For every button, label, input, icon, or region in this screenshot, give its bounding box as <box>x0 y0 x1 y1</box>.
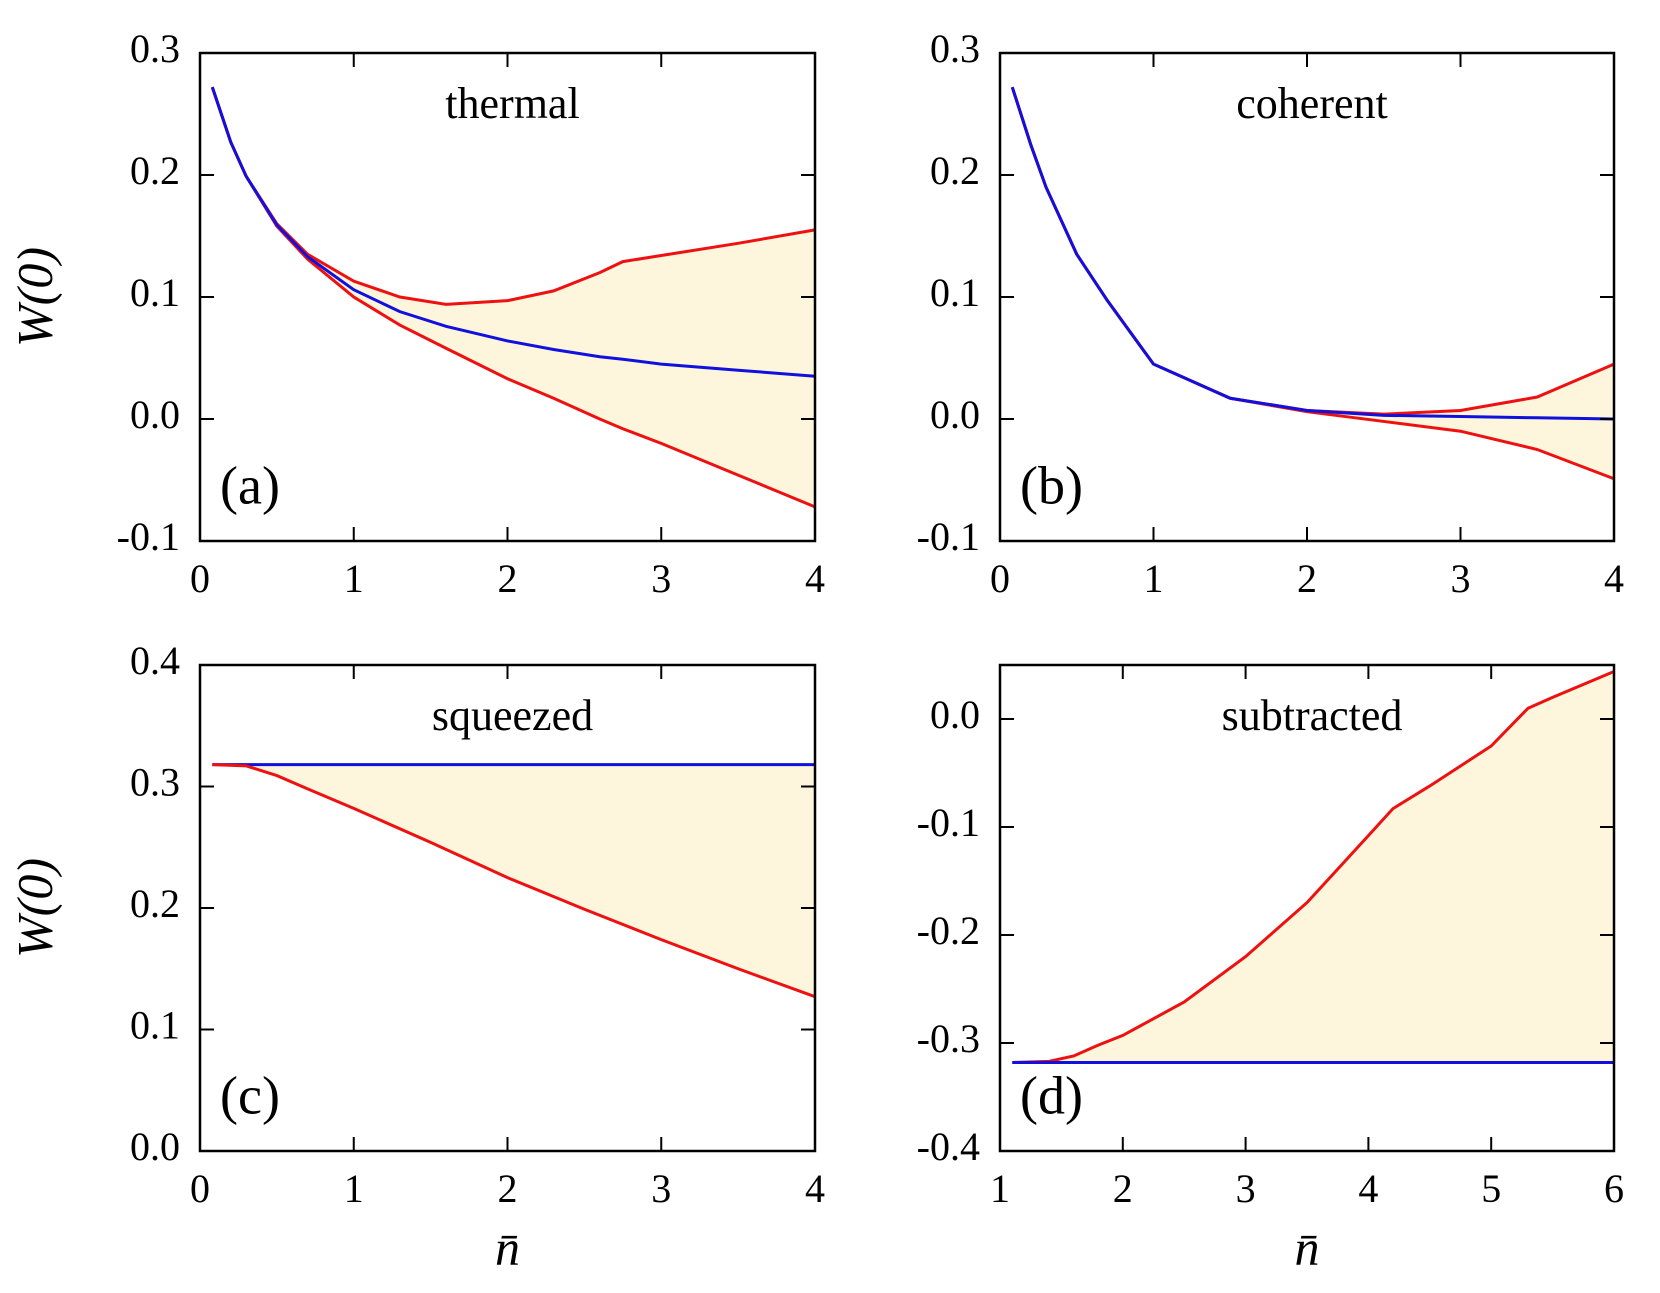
y-tick-label: 0.3 <box>130 26 180 71</box>
panel-label: (d) <box>1020 1065 1083 1125</box>
y-tick-label: 0.1 <box>130 1003 180 1048</box>
curve <box>1012 670 1615 1064</box>
x-tick-label: 3 <box>651 556 671 601</box>
y-tick-label: 0.0 <box>130 1124 180 1169</box>
shaded-band <box>1012 671 1614 1063</box>
panel-title: subtracted <box>1222 691 1403 740</box>
x-tick-label: 3 <box>1451 556 1471 601</box>
x-tick-label: 3 <box>1236 1166 1256 1211</box>
x-tick-label: 2 <box>1113 1166 1133 1211</box>
y-tick-label: 0.2 <box>930 148 980 193</box>
y-tick-label: 0.2 <box>130 881 180 926</box>
curve <box>212 763 816 999</box>
x-tick-label: 1 <box>1144 556 1164 601</box>
panel-label: (a) <box>220 455 280 515</box>
y-tick-label: 0.0 <box>930 392 980 437</box>
shaded-band <box>1012 87 1614 479</box>
y-tick-label: -0.1 <box>917 514 980 559</box>
panel-title: coherent <box>1236 79 1387 128</box>
y-tick-label: 0.0 <box>930 692 980 737</box>
shaded-band <box>212 764 816 997</box>
y-axis-label: W(0) <box>6 247 62 347</box>
y-tick-label: -0.4 <box>917 1124 980 1169</box>
curve <box>1010 86 1615 416</box>
x-tick-label: 0 <box>190 1166 210 1211</box>
y-tick-label: 0.1 <box>130 270 180 315</box>
y-tick-label: 0.3 <box>930 26 980 71</box>
x-tick-label: 1 <box>990 1166 1010 1211</box>
y-tick-label: 0.4 <box>130 638 180 683</box>
panel-title: squeezed <box>432 691 593 740</box>
y-tick-label: 0.0 <box>130 392 180 437</box>
x-tick-label: 4 <box>1604 556 1624 601</box>
panel-label: (c) <box>220 1065 280 1125</box>
y-tick-label: -0.1 <box>117 514 180 559</box>
y-tick-label: -0.3 <box>917 1016 980 1061</box>
x-tick-label: 1 <box>344 1166 364 1211</box>
curve <box>1010 86 1615 421</box>
y-tick-label: 0.3 <box>130 760 180 805</box>
x-tick-label: 4 <box>1358 1166 1378 1211</box>
y-axis-label: W(0) <box>6 858 62 958</box>
x-tick-label: 0 <box>190 556 210 601</box>
x-tick-label: 2 <box>1297 556 1317 601</box>
curve <box>210 86 816 378</box>
x-tick-label: 2 <box>498 556 518 601</box>
x-tick-label: 4 <box>805 1166 825 1211</box>
x-tick-label: 0 <box>990 556 1010 601</box>
x-tick-label: 2 <box>498 1166 518 1211</box>
x-tick-label: 1 <box>344 556 364 601</box>
x-axis-label: n̄ <box>1295 1219 1320 1275</box>
y-tick-label: 0.2 <box>130 148 180 193</box>
y-tick-label: -0.2 <box>917 908 980 953</box>
x-axis-label: n̄ <box>495 1219 520 1275</box>
y-tick-label: -0.1 <box>917 800 980 845</box>
panel-label: (b) <box>1020 455 1083 515</box>
plot-frame <box>998 663 1616 1153</box>
panel-title: thermal <box>445 79 579 128</box>
y-tick-label: 0.1 <box>930 270 980 315</box>
shaded-band <box>212 87 816 507</box>
x-tick-label: 3 <box>651 1166 671 1211</box>
x-tick-label: 5 <box>1481 1166 1501 1211</box>
x-tick-label: 4 <box>805 556 825 601</box>
x-tick-label: 6 <box>1604 1166 1624 1211</box>
